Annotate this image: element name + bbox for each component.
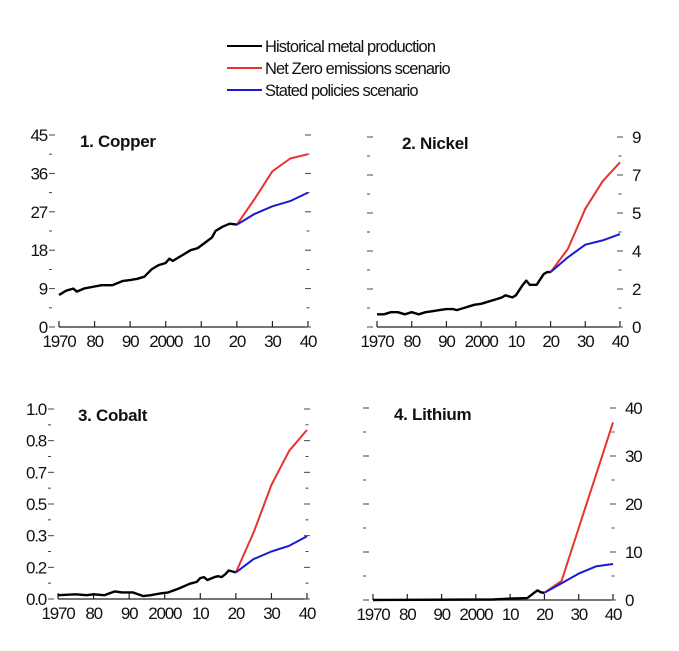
y-tick-label: 0.0 xyxy=(26,590,47,609)
x-tick-label: 1970 xyxy=(42,332,76,351)
series-line-stated-policies-scenario xyxy=(235,535,308,574)
legend: Historical metal production Net Zero emi… xyxy=(227,38,451,100)
y-tick-label: 1.0 xyxy=(26,400,47,419)
y-tick-label: 0.7 xyxy=(26,463,47,482)
series-line-net-zero-emissions-scenario xyxy=(549,161,621,273)
x-tick-label: 2000 xyxy=(149,332,183,351)
series-line-historical-metal-production xyxy=(372,589,545,602)
x-tick-label: 40 xyxy=(300,332,317,351)
x-tick-label: 90 xyxy=(438,332,455,351)
x-tick-label: 2000 xyxy=(148,604,182,623)
y-tick-label: 36 xyxy=(30,164,47,183)
panel-title: 2. Nickel xyxy=(402,134,468,153)
y-tick-label: 0.2 xyxy=(26,558,47,577)
x-tick-label: 20 xyxy=(542,332,559,351)
x-tick-label: 20 xyxy=(536,605,553,624)
legend-label-stated-policies: Stated policies scenario xyxy=(265,82,418,100)
x-tick-label: 80 xyxy=(85,604,102,623)
y-tick-label: 18 xyxy=(30,241,47,260)
y-tick-label: 9 xyxy=(632,128,641,147)
y-tick-label: 0.5 xyxy=(26,495,47,514)
legend-label-net-zero: Net Zero emissions scenario xyxy=(265,60,451,78)
x-tick-label: 80 xyxy=(399,605,416,624)
x-tick-label: 10 xyxy=(502,605,519,624)
x-tick-label: 40 xyxy=(605,605,622,624)
y-tick-label: 2 xyxy=(632,280,641,299)
x-tick-label: 1970 xyxy=(41,604,75,623)
x-tick-label: 80 xyxy=(403,332,420,351)
y-tick-label: 40 xyxy=(625,399,642,418)
series-line-net-zero-emissions-scenario xyxy=(234,429,308,573)
x-tick-label: 40 xyxy=(299,604,316,623)
y-tick-label: 0 xyxy=(625,591,634,610)
y-tick-label: 0.8 xyxy=(26,432,47,451)
x-tick-label: 2000 xyxy=(465,332,499,351)
series-line-stated-policies-scenario xyxy=(543,563,614,594)
y-tick-label: 7 xyxy=(632,166,641,185)
x-tick-label: 10 xyxy=(508,332,525,351)
y-tick-label: 20 xyxy=(625,495,642,514)
cobalt-panel: 1970 80 90 2000 10 20 30 40 0.0 0.2 0.3 0.5 0.7 0.8 1.… xyxy=(26,400,317,623)
x-tick-label: 90 xyxy=(122,332,139,351)
x-tick-label: 1970 xyxy=(360,332,394,351)
x-tick-label: 2000 xyxy=(459,605,493,624)
series-line-historical-metal-production xyxy=(377,270,551,316)
panel-title: 4. Lithium xyxy=(394,405,471,424)
series-line-historical-metal-production xyxy=(57,569,237,598)
panel-title: 3. Cobalt xyxy=(78,406,148,425)
legend-label-historical: Historical metal production xyxy=(265,38,436,56)
x-tick-label: 30 xyxy=(264,332,281,351)
y-tick-label: 30 xyxy=(625,447,642,466)
y-tick-label: 5 xyxy=(632,204,641,223)
x-tick-label: 30 xyxy=(570,605,587,624)
y-tick-label: 45 xyxy=(30,126,47,145)
y-tick-label: 9 xyxy=(39,280,48,299)
y-tick-label: 0 xyxy=(632,318,641,337)
x-tick-label: 10 xyxy=(192,604,209,623)
x-tick-label: 90 xyxy=(121,604,138,623)
x-tick-label: 20 xyxy=(229,332,246,351)
series-line-net-zero-emissions-scenario xyxy=(236,153,309,226)
x-tick-label: 20 xyxy=(228,604,245,623)
y-tick-label: 0 xyxy=(39,318,48,337)
series-line-stated-policies-scenario xyxy=(549,233,621,273)
series-line-historical-metal-production xyxy=(58,222,238,297)
x-tick-label: 40 xyxy=(612,332,629,351)
nickel-panel: 1970 80 90 2000 10 20 30 400 2 4 5 7 9 2. Nickel xyxy=(360,128,642,351)
x-tick-label: 30 xyxy=(577,332,594,351)
panel-title: 1. Copper xyxy=(80,132,156,151)
y-tick-label: 10 xyxy=(625,543,642,562)
x-tick-label: 10 xyxy=(193,332,210,351)
series-line-net-zero-emissions-scenario xyxy=(543,422,614,594)
y-tick-label: 4 xyxy=(632,242,641,261)
x-tick-label: 90 xyxy=(433,605,450,624)
x-tick-label: 30 xyxy=(263,604,280,623)
copper-panel: 1970 80 90 2000 10 20 30 40 0 9 18 27 36 45 1. Copper xyxy=(30,126,318,351)
series-line-stated-policies-scenario xyxy=(236,191,309,226)
y-tick-label: 0.3 xyxy=(26,527,47,546)
y-tick-label: 27 xyxy=(30,203,47,222)
x-tick-label: 80 xyxy=(86,332,103,351)
x-tick-label: 1970 xyxy=(356,605,390,624)
